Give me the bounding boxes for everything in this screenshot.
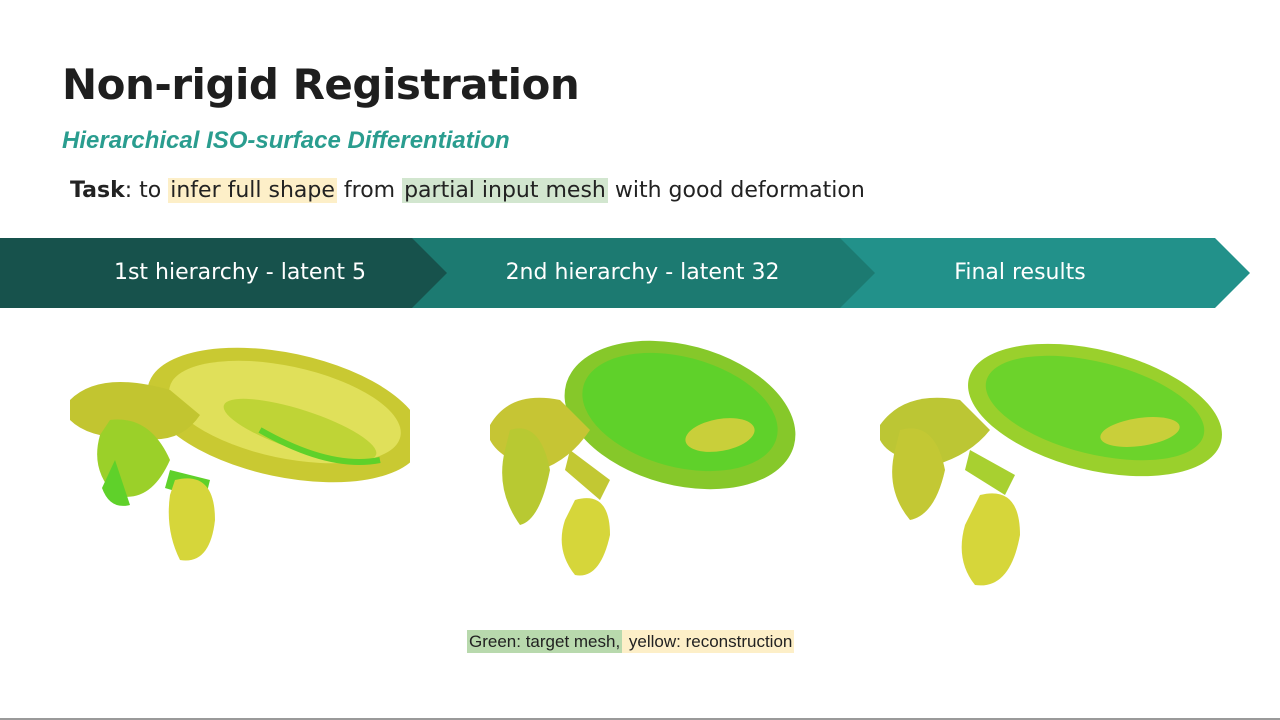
hierarchy-banner: 1st hierarchy - latent 5 2nd hierarchy -… bbox=[0, 238, 1280, 308]
step2-arrow bbox=[400, 238, 875, 308]
step-2-label: 2nd hierarchy - latent 32 bbox=[505, 260, 780, 285]
task-text-3: with good deformation bbox=[607, 178, 865, 203]
slide-subtitle: Hierarchical ISO-surface Differentiation bbox=[62, 127, 510, 154]
banner-arrows bbox=[0, 238, 1250, 308]
legend-green-target: Green: target mesh, bbox=[467, 630, 623, 653]
step3-arrow bbox=[820, 238, 1250, 308]
task-highlight-full-shape: infer full shape bbox=[168, 178, 337, 203]
mesh-render-hierarchy-1 bbox=[70, 347, 410, 561]
legend-yellow-reconstruction: yellow: reconstruction bbox=[622, 630, 795, 653]
task-statement: Task: to infer full shape from partial i… bbox=[70, 178, 865, 203]
slide-title: Non-rigid Registration bbox=[62, 60, 580, 109]
task-text-1: : to bbox=[124, 178, 169, 203]
mesh-results bbox=[0, 320, 1280, 620]
mesh-render-hierarchy-2 bbox=[490, 340, 796, 576]
color-legend: Green: target mesh, yellow: reconstructi… bbox=[467, 630, 795, 653]
bottom-divider bbox=[0, 718, 1280, 720]
mesh-render-final bbox=[880, 343, 1222, 586]
task-label: Task bbox=[70, 178, 125, 203]
task-text-2: from bbox=[336, 178, 403, 203]
step-3-label: Final results bbox=[954, 260, 1086, 285]
step-1-label: 1st hierarchy - latent 5 bbox=[113, 260, 367, 285]
task-highlight-partial-mesh: partial input mesh bbox=[402, 178, 608, 203]
step1-arrow bbox=[0, 238, 447, 308]
